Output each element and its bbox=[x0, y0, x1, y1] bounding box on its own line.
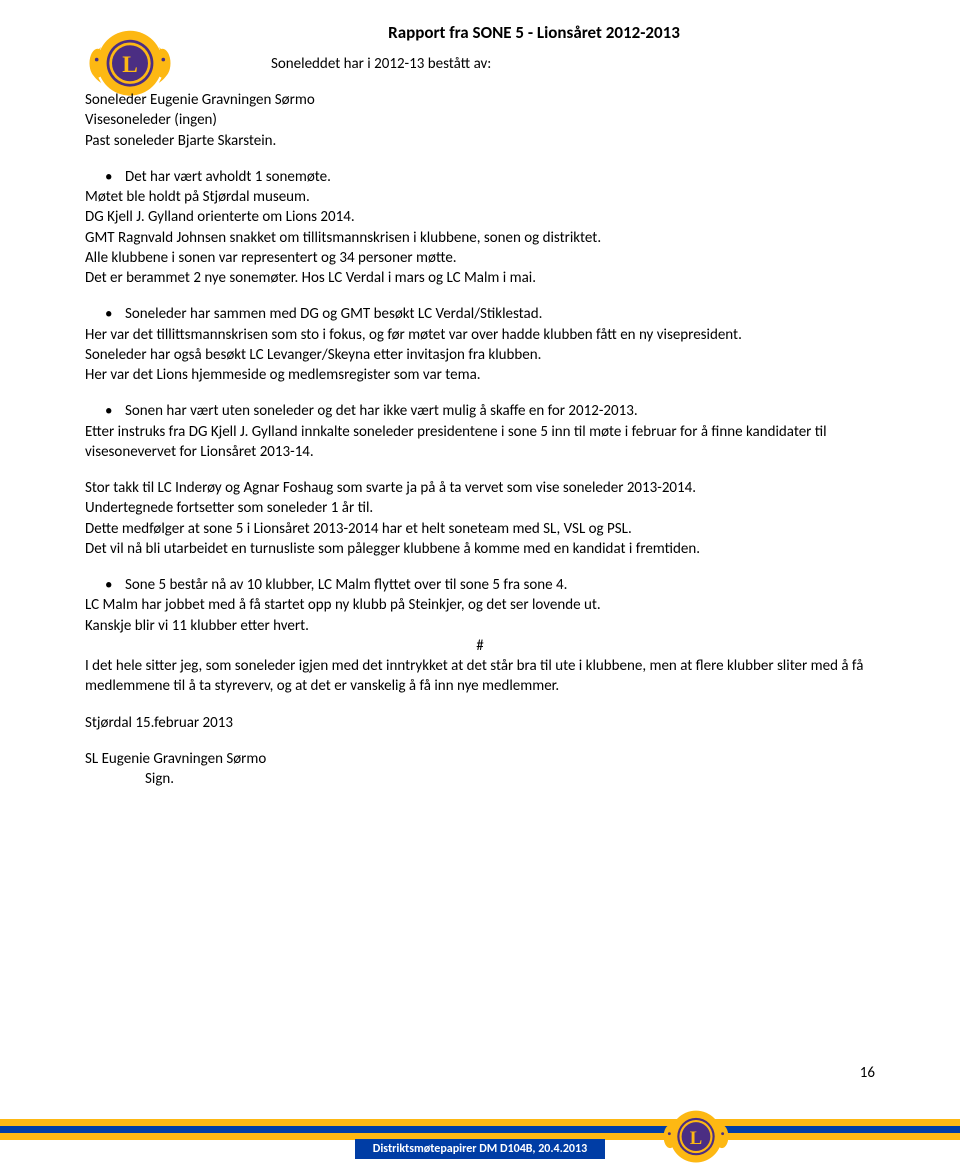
bullet-item: Soneleder har sammen med DG og GMT besøk… bbox=[125, 304, 875, 324]
date-line: Stjørdal 15.februar 2013 bbox=[85, 713, 875, 733]
intro-line: Past soneleder Bjarte Skarstein. bbox=[85, 131, 875, 151]
paragraph: Kanskje blir vi 11 klubber etter hvert. bbox=[85, 616, 875, 636]
bullet-item: Det har vært avholdt 1 sonemøte. bbox=[125, 167, 875, 187]
page-number: 16 bbox=[860, 1064, 875, 1082]
paragraph: LC Malm har jobbet med å få startet opp … bbox=[85, 595, 875, 615]
paragraph: Møtet ble holdt på Stjørdal museum. bbox=[85, 187, 875, 207]
signature-sign: Sign. bbox=[145, 769, 875, 789]
paragraph: DG Kjell J. Gylland orienterte om Lions … bbox=[85, 207, 875, 227]
paragraph: Soneleder har også besøkt LC Levanger/Sk… bbox=[85, 345, 875, 365]
lions-logo-footer: L bbox=[660, 1102, 732, 1170]
paragraph: Det er berammet 2 nye sonemøter. Hos LC … bbox=[85, 268, 875, 288]
paragraph: I det hele sitter jeg, som soneleder igj… bbox=[85, 656, 875, 697]
svg-text:L: L bbox=[122, 52, 138, 78]
paragraph: Alle klubbene i sonen var representert o… bbox=[85, 248, 875, 268]
bullet-item: Sonen har vært uten soneleder og det har… bbox=[125, 401, 875, 421]
paragraph: Stor takk til LC Inderøy og Agnar Foshau… bbox=[85, 478, 875, 498]
intro-line: Soneleder Eugenie Gravningen Sørmo bbox=[85, 90, 875, 110]
paragraph: Dette medfølger at sone 5 i Lionsåret 20… bbox=[85, 519, 875, 539]
paragraph: Her var det Lions hjemmeside og medlemsr… bbox=[85, 365, 875, 385]
separator-hash: # bbox=[85, 636, 875, 656]
svg-text:L: L bbox=[690, 1128, 702, 1149]
paragraph: Etter instruks fra DG Kjell J. Gylland i… bbox=[85, 422, 875, 463]
document-title: Rapport fra SONE 5 - Lionsåret 2012-2013 bbox=[193, 22, 875, 43]
intro-line: Visesoneleder (ingen) bbox=[85, 110, 875, 130]
paragraph: Undertegnede fortsetter som soneleder 1 … bbox=[85, 498, 875, 518]
page-footer: Distriktsmøtepapirer DM D104B, 20.4.2013… bbox=[0, 1098, 960, 1172]
intro-heading: Soneleddet har i 2012-13 bestått av: bbox=[271, 55, 875, 73]
signature-name: SL Eugenie Gravningen Sørmo bbox=[85, 749, 875, 769]
paragraph: GMT Ragnvald Johnsen snakket om tillitsm… bbox=[85, 228, 875, 248]
bullet-item: Sone 5 består nå av 10 klubber, LC Malm … bbox=[125, 575, 875, 595]
paragraph: Det vil nå bli utarbeidet en turnusliste… bbox=[85, 539, 875, 559]
footer-stripes bbox=[0, 1119, 960, 1140]
paragraph: Her var det tillittsmannskrisen som sto … bbox=[85, 325, 875, 345]
footer-label: Distriktsmøtepapirer DM D104B, 20.4.2013 bbox=[355, 1139, 605, 1159]
